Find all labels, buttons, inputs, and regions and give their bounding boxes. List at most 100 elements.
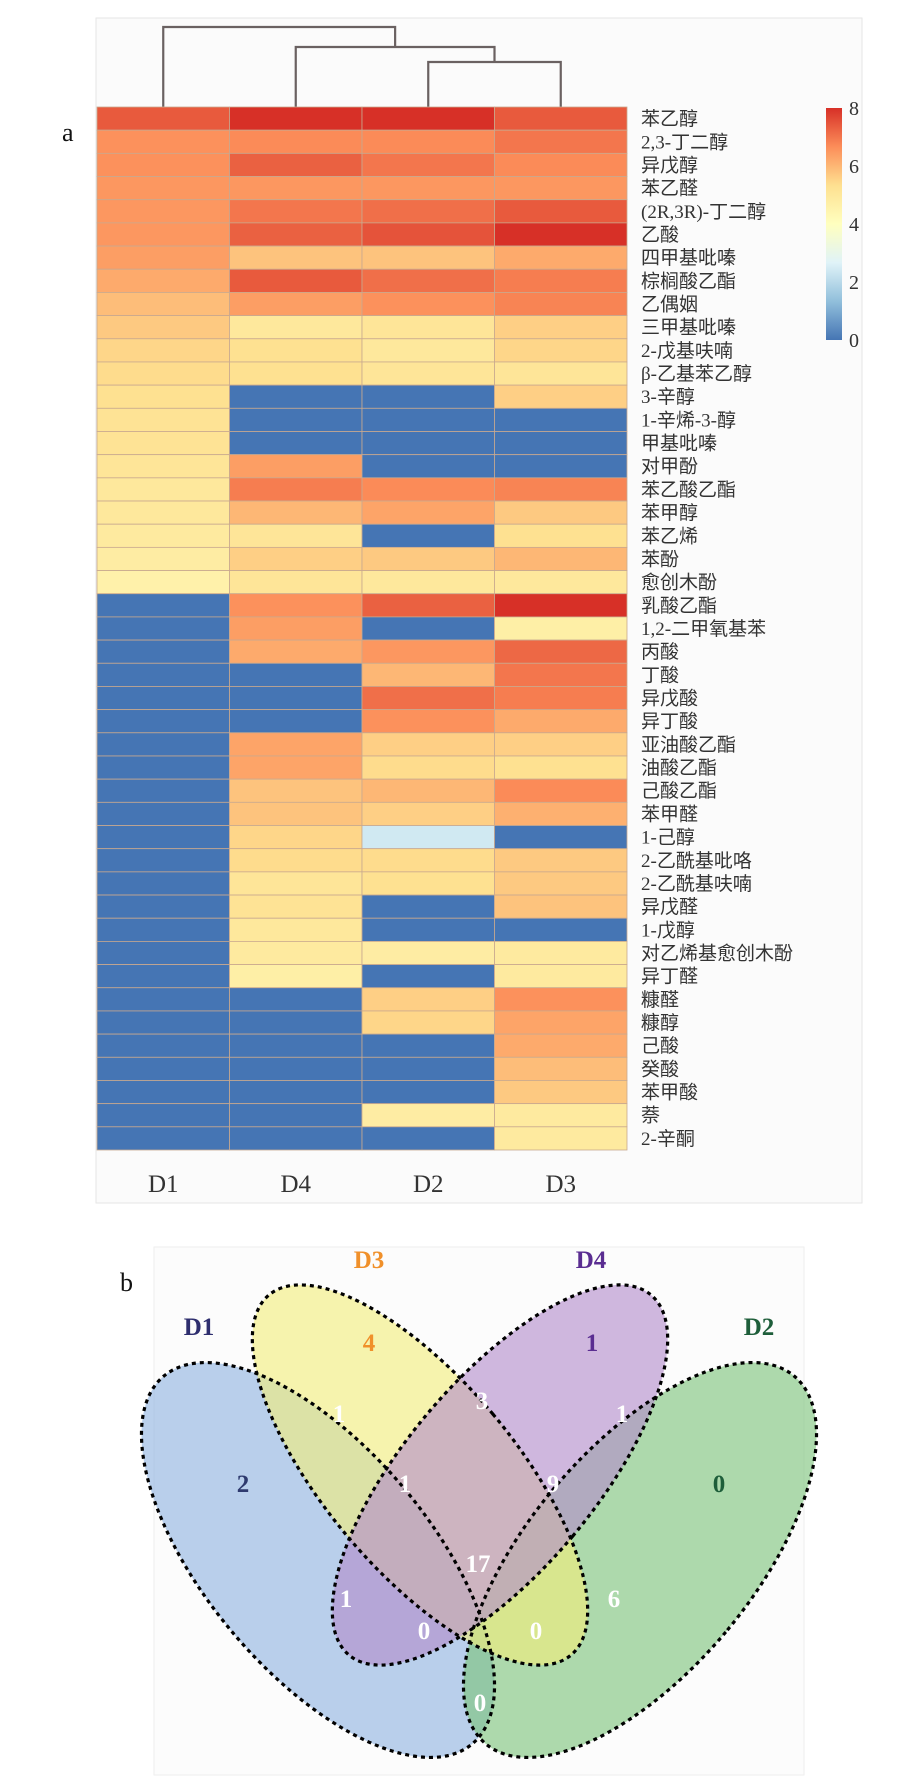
- row-label: 2-乙酰基呋喃: [641, 873, 752, 895]
- venn-outline-d2: [461, 1360, 819, 1760]
- heatmap-cell: [96, 732, 230, 757]
- heatmap-cell: [361, 755, 495, 780]
- heatmap-cell: [96, 1033, 230, 1058]
- heatmap-cell: [494, 894, 628, 919]
- column-label: D4: [280, 1171, 311, 1198]
- heatmap-cell: [494, 477, 628, 502]
- column-labels: D1 D4 D2 D3: [148, 1171, 576, 1198]
- heatmap-cell: [229, 639, 363, 664]
- row-label: 丙酸: [641, 641, 679, 663]
- row-label: 四甲基吡嗪: [641, 247, 736, 269]
- venn-outline-d4: [330, 1283, 670, 1667]
- heatmap-cell: [361, 894, 495, 919]
- row-label: 己酸: [641, 1035, 679, 1057]
- row-label: 异戊酸: [641, 688, 698, 710]
- venn-region-count: 3: [476, 1388, 489, 1415]
- heatmap-cell: [494, 384, 628, 409]
- row-label: 苯甲醇: [641, 502, 698, 524]
- heatmap-cell: [361, 222, 495, 247]
- heatmap-cell: [361, 778, 495, 803]
- heatmap-cell: [96, 129, 230, 154]
- heatmap-cell: [361, 500, 495, 525]
- heatmap-cell: [361, 361, 495, 386]
- heatmap-cell: [494, 523, 628, 548]
- heatmap-cell: [96, 778, 230, 803]
- heatmap-cell: [229, 755, 363, 780]
- heatmap-cell: [494, 616, 628, 641]
- dendrogram-branch: [162, 25, 397, 107]
- heatmap-cell: [229, 917, 363, 942]
- heatmap-cell: [96, 593, 230, 618]
- heatmap-cell: [229, 593, 363, 618]
- heatmap-cell: [361, 616, 495, 641]
- heatmap-cell: [96, 987, 230, 1012]
- heatmap-cell: [361, 848, 495, 873]
- heatmap-cell: [229, 546, 363, 571]
- heatmap-cell: [361, 268, 495, 293]
- heatmap-cell: [361, 593, 495, 618]
- row-label: 对乙烯基愈创木酚: [641, 942, 793, 964]
- heatmap-cell: [494, 292, 628, 316]
- heatmap-cell: [229, 894, 363, 919]
- row-label: 1,2-二甲氧基苯: [641, 618, 766, 640]
- heatmap-cell: [361, 732, 495, 757]
- venn-outline-d1: [139, 1360, 497, 1760]
- heatmap-cell: [494, 454, 628, 479]
- heatmap-cell: [96, 894, 230, 919]
- heatmap-cell: [229, 222, 363, 247]
- heatmap-cell: [229, 686, 363, 711]
- venn-set-d3: [252, 1284, 588, 1666]
- row-label: 1-辛烯-3-醇: [641, 409, 736, 431]
- heatmap-cell: [229, 662, 363, 687]
- heatmap-cell: [96, 454, 230, 479]
- venn-region-count: 1: [616, 1401, 629, 1428]
- heatmap-cell: [229, 616, 363, 641]
- heatmap-cell: [494, 917, 628, 942]
- heatmap-cell: [229, 825, 363, 850]
- heatmap-cell: [96, 523, 230, 548]
- row-label: 乙偶姻: [641, 294, 698, 316]
- heatmap-cell: [229, 384, 363, 409]
- row-label: 2-辛酮: [641, 1128, 695, 1150]
- heatmap-cell: [494, 848, 628, 873]
- heatmap-cell: [494, 570, 628, 595]
- row-label: 油酸乙酯: [641, 757, 717, 779]
- heatmap-cell: [229, 454, 363, 479]
- heatmap-cell: [494, 152, 628, 177]
- row-label: 棕榈酸乙酯: [641, 270, 736, 292]
- row-label: 2,3-丁二醇: [641, 131, 728, 153]
- heatmap-cell: [494, 987, 628, 1012]
- row-label: 愈创木酚: [641, 572, 717, 594]
- heatmap-cell: [361, 1056, 495, 1081]
- heatmap-cell: [361, 871, 495, 896]
- heatmap-cell: [494, 176, 628, 201]
- heatmap-cell: [361, 987, 495, 1012]
- venn-set-d4: [332, 1284, 668, 1666]
- heatmap-cell: [361, 199, 495, 224]
- heatmap-cell: [229, 431, 363, 456]
- venn-set-d2: [463, 1362, 817, 1758]
- heatmap-cell: [96, 477, 230, 502]
- heatmap-cell: [361, 662, 495, 687]
- heatmap-cell: [229, 129, 363, 154]
- heatmap-cell: [229, 407, 363, 432]
- row-label: 异戊醇: [641, 154, 698, 176]
- heatmap-cell: [96, 662, 230, 687]
- heatmap-cell: [361, 384, 495, 409]
- row-label: 己酸乙酯: [641, 780, 717, 802]
- heatmap-cell: [494, 338, 628, 363]
- heatmap-cell: [361, 1033, 495, 1058]
- heatmap-cell: [96, 1103, 230, 1128]
- colorbar-tick-label: 8: [849, 98, 859, 120]
- heatmap-cell: [494, 546, 628, 571]
- heatmap-cell: [494, 431, 628, 456]
- heatmap-cell: [96, 338, 230, 363]
- venn-set-d1: [141, 1362, 495, 1758]
- heatmap-cell: [229, 1103, 363, 1128]
- heatmap-cell: [96, 407, 230, 432]
- heatmap-cell: [361, 709, 495, 734]
- heatmap-cell: [229, 361, 363, 386]
- row-label: 糠醇: [641, 1011, 679, 1034]
- row-label: 癸酸: [641, 1058, 679, 1080]
- heatmap-cell: [361, 292, 495, 316]
